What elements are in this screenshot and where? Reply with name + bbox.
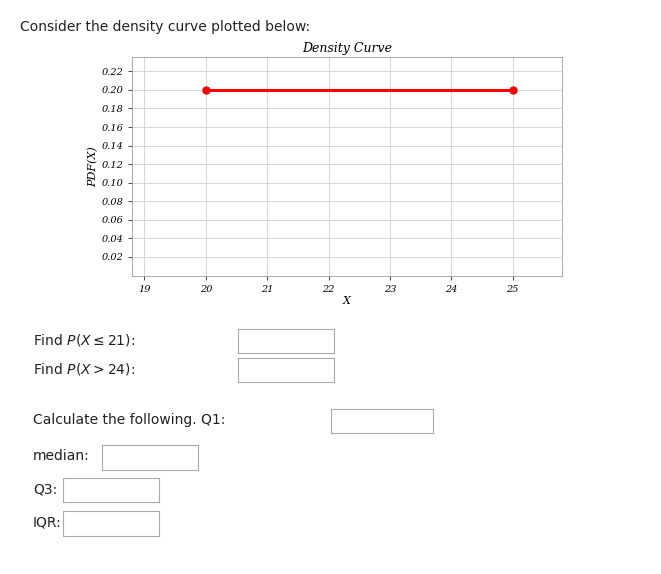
Title: Density Curve: Density Curve [302, 42, 392, 55]
Text: Find $P(X > 24)$:: Find $P(X > 24)$: [33, 360, 136, 377]
Text: Q3:: Q3: [33, 482, 58, 496]
Text: median:: median: [33, 449, 90, 463]
Text: IQR:: IQR: [33, 515, 61, 529]
Text: Find $P(X \leq 21)$:: Find $P(X \leq 21)$: [33, 332, 136, 348]
Y-axis label: PDF(X): PDF(X) [88, 146, 98, 187]
X-axis label: X: X [343, 296, 351, 307]
Text: Calculate the following. Q1:: Calculate the following. Q1: [33, 413, 225, 427]
Text: Consider the density curve plotted below:: Consider the density curve plotted below… [20, 20, 310, 34]
